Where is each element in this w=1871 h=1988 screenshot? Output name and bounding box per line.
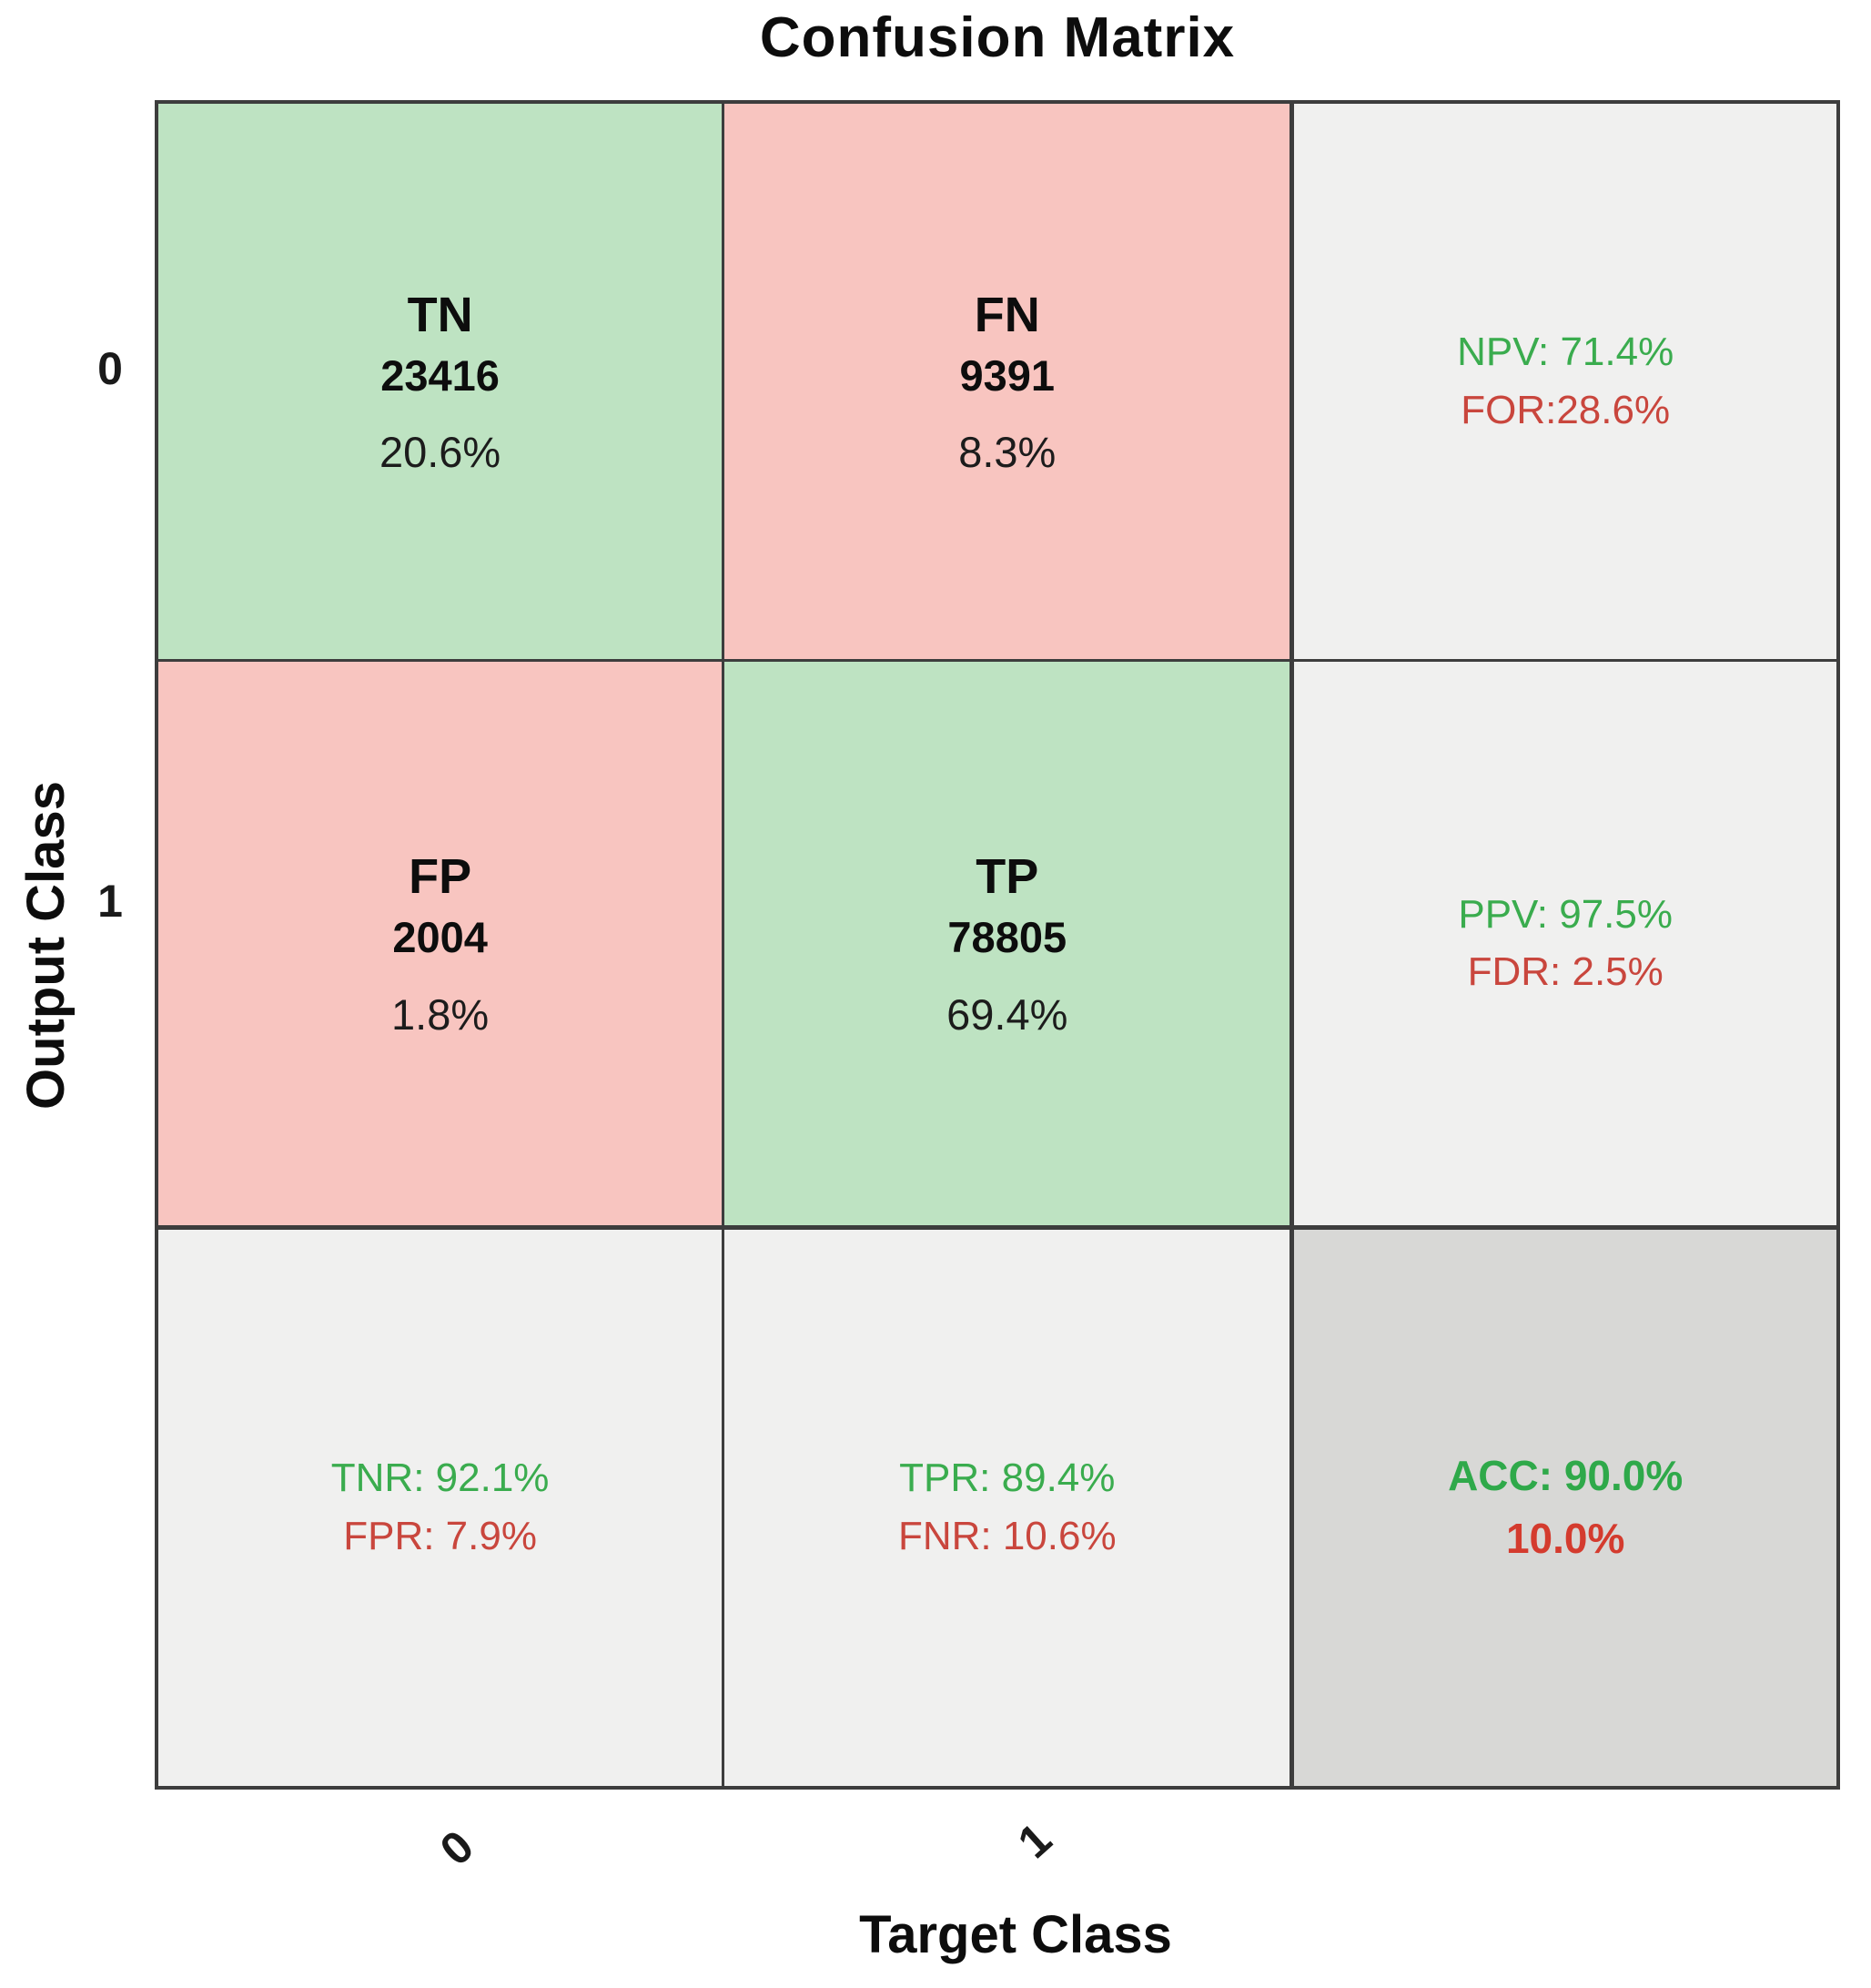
accuracy-value: ACC: 90.0% [1448, 1452, 1684, 1500]
cell-true-positive: TP 78805 69.4% [722, 659, 1290, 1225]
cell-true-negative: TN 23416 20.6% [158, 104, 723, 660]
x-axis-label: Target Class [859, 1905, 1172, 1964]
cell-fp-count: 2004 [392, 913, 488, 962]
chart-title: Confusion Matrix [759, 6, 1236, 69]
cell-tp-percent: 69.4% [946, 989, 1068, 1039]
cell-false-negative: FN 9391 8.3% [722, 104, 1290, 660]
cell-tn-label: TN [407, 287, 473, 342]
cell-fp-percent: 1.8% [391, 989, 490, 1039]
cell-accuracy-summary: ACC: 90.0% 10.0% [1289, 1224, 1836, 1786]
npv-value: NPV: 71.4% [1457, 330, 1674, 375]
x-tick-0: 0 [430, 1820, 484, 1876]
cell-false-positive: FP 2004 1.8% [158, 659, 723, 1225]
cell-tn-percent: 20.6% [379, 428, 501, 477]
cell-fn-label: FN [974, 287, 1040, 342]
cell-fn-count: 9391 [959, 350, 1056, 400]
y-tick-1: 1 [97, 876, 123, 927]
y-axis-label: Output Class [13, 100, 78, 1790]
cell-npv-summary: NPV: 71.4% FOR:28.6% [1289, 104, 1836, 660]
tpr-value: TPR: 89.4% [899, 1456, 1116, 1501]
fdr-value: FDR: 2.5% [1467, 949, 1664, 995]
confusion-matrix-grid: TN 23416 20.6% FN 9391 8.3% NPV: 71.4% F… [155, 100, 1840, 1790]
error-rate-value: 10.0% [1505, 1515, 1625, 1563]
for-value: FOR:28.6% [1461, 388, 1671, 433]
cell-tnr-summary: TNR: 92.1% FPR: 7.9% [158, 1224, 723, 1786]
cell-ppv-summary: PPV: 97.5% FDR: 2.5% [1289, 659, 1836, 1225]
x-tick-1: 1 [1007, 1812, 1062, 1869]
tnr-value: TNR: 92.1% [330, 1456, 550, 1501]
fpr-value: FPR: 7.9% [343, 1514, 537, 1559]
y-tick-0: 0 [97, 343, 123, 394]
cell-fp-label: FP [409, 849, 472, 905]
ppv-value: PPV: 97.5% [1458, 891, 1673, 937]
y-axis-label-text: Output Class [15, 780, 76, 1110]
fnr-value: FNR: 10.6% [897, 1514, 1117, 1559]
cell-tn-count: 23416 [380, 350, 500, 400]
cell-tp-label: TP [976, 849, 1039, 905]
cell-fn-percent: 8.3% [958, 428, 1057, 477]
cell-tpr-summary: TPR: 89.4% FNR: 10.6% [722, 1224, 1290, 1786]
cell-tp-count: 78805 [947, 913, 1067, 962]
